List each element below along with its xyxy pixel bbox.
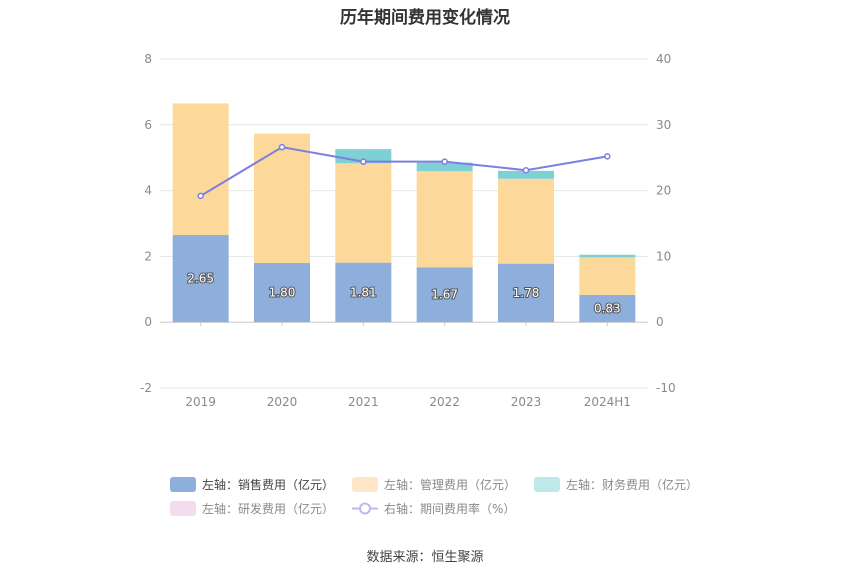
- bar-value-label: 1.81: [350, 285, 377, 299]
- x-tick-label: 2019: [185, 395, 216, 409]
- rate-point: [278, 143, 286, 151]
- legend-rd-label: 左轴：研发费用（亿元）: [202, 501, 335, 516]
- legend-rate[interactable]: 右轴：期间费用率（%）: [352, 500, 515, 517]
- rate-point: [604, 153, 611, 160]
- legend-finance-label: 左轴：财务费用（亿元）: [566, 477, 699, 492]
- y-left-tick-label: -2: [140, 381, 152, 395]
- legend: 左轴：销售费用（亿元） 左轴：管理费用（亿元） 左轴：财务费用（亿元） 左轴：研…: [170, 472, 698, 520]
- y-right-tick-label: 40: [656, 52, 671, 66]
- legend-rd-swatch: [170, 500, 196, 516]
- bar-value-label: 1.78: [513, 286, 540, 300]
- bar-value-label: 1.67: [431, 288, 458, 302]
- bar-value-label: 1.80: [269, 286, 296, 300]
- bar-segment-0: [335, 262, 392, 323]
- legend-rate-label: 右轴：期间费用率（%）: [384, 501, 516, 516]
- rate-point: [197, 192, 204, 200]
- y-left-tick-label: 0: [144, 315, 152, 329]
- chart-plot: -2 -10 0 0 2 10 4 20 6 30 8 40 2019 2020 2021 2022 2023 2…: [140, 52, 676, 409]
- legend-finance-swatch: [534, 476, 561, 492]
- bar-segment-0: [254, 262, 310, 323]
- y-left-tick-label: 8: [144, 52, 152, 66]
- bar-segment-1: [172, 103, 229, 236]
- y-right-tick-label: -10: [656, 381, 676, 395]
- x-tick-label: 2020: [267, 395, 298, 409]
- rate-line: [197, 143, 611, 200]
- y-left-tick-label: 2: [144, 249, 152, 263]
- x-tick-label: 2021: [348, 395, 379, 409]
- bar-value-label: 0.83: [594, 302, 621, 316]
- rate-point: [522, 166, 530, 174]
- y-left-tick-label: 6: [144, 118, 152, 132]
- legend-rd[interactable]: 左轴：研发费用（亿元）: [170, 500, 334, 517]
- bar-segment-2: [579, 254, 636, 258]
- bar-segment-1: [335, 163, 392, 263]
- legend-finance[interactable]: 左轴：财务费用（亿元）: [534, 476, 698, 493]
- y-right-tick-label: 20: [656, 184, 671, 198]
- bar-segment-0: [579, 294, 636, 323]
- bar-segment-1: [498, 178, 554, 264]
- legend-sales-label: 左轴：销售费用（亿元）: [202, 477, 335, 492]
- y-right-tick-label: 30: [656, 118, 671, 132]
- bar-segment-1: [579, 257, 636, 295]
- bar-segment-0: [172, 235, 229, 323]
- axis-labels: -2 -10 0 0 2 10 4 20 6 30 8 40 2019 2020 2021 2022 2023 2…: [140, 52, 676, 409]
- rate-point: [441, 158, 448, 165]
- bar-segment-1: [416, 171, 473, 268]
- y-right-tick-label: 10: [656, 249, 671, 263]
- bar-segment-2: [416, 162, 473, 172]
- bar-segment-0: [498, 263, 554, 323]
- chart-title: 历年期间费用变化情况: [340, 8, 510, 28]
- legend-sales-swatch: [170, 476, 196, 492]
- y-left-tick-label: 4: [144, 184, 152, 198]
- bar-value-label: 2.65: [187, 272, 214, 286]
- y-right-tick-label: 0: [656, 315, 664, 329]
- legend-management-label: 左轴：管理费用（亿元）: [384, 477, 517, 492]
- data-source: 数据来源：恒生聚源: [366, 550, 484, 565]
- legend-sales[interactable]: 左轴：销售费用（亿元）: [170, 476, 334, 493]
- legend-management[interactable]: 左轴：管理费用（亿元）: [352, 476, 516, 493]
- x-tick-label: 2022: [429, 395, 460, 409]
- rate-line-path: [200, 146, 608, 197]
- bar-segment-2: [498, 170, 554, 179]
- legend-management-swatch: [352, 476, 379, 492]
- rate-point: [360, 158, 367, 165]
- legend-rate-swatch: [352, 502, 379, 514]
- grid-lines: [160, 58, 648, 389]
- bar-segment-0: [416, 267, 473, 323]
- bar-segment-1: [254, 133, 310, 263]
- x-tick-label: 2023: [511, 395, 542, 409]
- bars: [172, 103, 636, 323]
- x-tick-label: 2024H1: [584, 395, 631, 409]
